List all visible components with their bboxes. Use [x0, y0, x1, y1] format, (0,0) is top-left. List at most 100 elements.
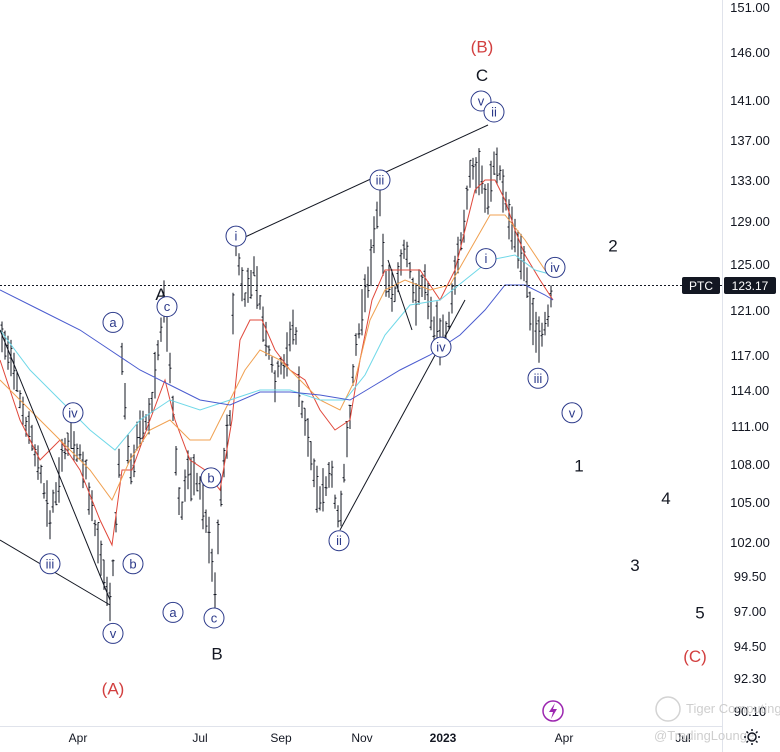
wave-circle [102, 622, 124, 644]
watermark: Tiger Computing @TradingLounge [654, 696, 780, 743]
trendline [387, 259, 413, 331]
wave-circle [39, 553, 61, 575]
wave-circle-label: iv [544, 256, 566, 278]
trendline [0, 329, 111, 601]
y-tick-label: 108.00 [730, 457, 770, 472]
wave-circle [369, 169, 391, 191]
x-tick-label: Sep [270, 731, 292, 745]
wave-circle-text: v [478, 94, 485, 109]
wave-circle-text: ii [336, 533, 342, 548]
y-tick-label: 146.00 [730, 45, 770, 60]
wave-circle [527, 367, 549, 389]
wave-circle-label: a [162, 601, 184, 623]
wave-circle-text: v [110, 626, 117, 641]
x-tick-label: Apr [69, 731, 88, 745]
wave-circle-label: b [122, 553, 144, 575]
wave-circle-text: b [207, 470, 214, 485]
x-tick-label: Nov [351, 731, 372, 745]
wave-circle-text: i [485, 251, 488, 266]
price-tag-symbol: PTC [689, 279, 713, 293]
watermark-author: @TradingLounge [654, 728, 754, 743]
wave-circle-text: b [129, 556, 136, 571]
x-tick-label: Apr [555, 731, 574, 745]
ma-blue-line [0, 284, 554, 406]
wave-circle-text: iii [534, 371, 543, 386]
wave-circle [430, 336, 452, 358]
wave-circle-label: ii [328, 530, 350, 552]
wave-label: 2 [608, 237, 617, 256]
wave-circle-text: i [235, 229, 238, 244]
wave-label: C [476, 66, 488, 85]
y-tick-label: 133.00 [730, 173, 770, 188]
wave-circle-label: v [561, 402, 583, 424]
y-tick-label: 114.00 [731, 383, 770, 398]
wave-label: 1 [574, 456, 583, 475]
wave-circle-label: iv [430, 336, 452, 358]
wave-circle-text: v [569, 405, 576, 420]
wave-circle [544, 256, 566, 278]
wave-circle-label: iii [369, 169, 391, 191]
price-tag-value: 123.17 [732, 279, 769, 293]
wave-label: 3 [630, 556, 639, 575]
wave-circle-label: iv [62, 402, 84, 424]
y-tick-label: 141.00 [730, 93, 770, 108]
tiger-logo-icon [655, 696, 681, 722]
y-tick-label: 111.00 [731, 419, 769, 434]
wave-circle [162, 601, 184, 623]
wave-circle-text: ii [491, 105, 497, 120]
y-tick-label: 97.00 [734, 604, 767, 619]
y-tick-label: 125.00 [730, 257, 770, 272]
y-tick-label: 92.30 [734, 671, 767, 686]
wave-circle-text: iii [46, 556, 55, 571]
y-tick-label: 117.00 [731, 348, 770, 363]
moving-averages [0, 179, 554, 547]
y-tick-label: 90.10 [734, 704, 767, 719]
wave-circle-label: c [203, 607, 225, 629]
lightning-icon[interactable] [542, 700, 564, 722]
wave-circle [200, 467, 222, 489]
wave-circle-label: iii [527, 367, 549, 389]
wave-label: 4 [661, 489, 670, 508]
y-axis[interactable]: 151.00 146.00 141.00 137.00 133.00 129.00 125.… [730, 0, 770, 719]
wave-circle [328, 530, 350, 552]
ma-cyan-line [0, 254, 554, 451]
x-tick-label: Jul [675, 731, 690, 745]
x-tick-label: 2023 [430, 731, 457, 745]
x-axis[interactable]: Apr Jul Sep Nov 2023 Apr Jul [69, 731, 691, 745]
ma-fast-line [0, 179, 554, 547]
y-tick-label: 129.00 [730, 214, 770, 229]
y-tick-label: 121.00 [730, 303, 770, 318]
wave-circle-text: a [169, 605, 177, 620]
wave-label: (C) [683, 647, 707, 666]
ma-orange-line [0, 214, 554, 501]
wave-circle [203, 607, 225, 629]
gear-icon[interactable] [744, 729, 760, 745]
wave-circle-text: c [164, 299, 171, 314]
wave-circle-label: ii [483, 101, 505, 123]
wave-circle [156, 296, 178, 318]
y-tick-label: 94.50 [734, 639, 767, 654]
wave-circle [561, 402, 583, 424]
wave-circle-label: a [102, 311, 124, 333]
wave-label: (A) [102, 680, 125, 699]
wave-circle [102, 311, 124, 333]
y-tick-label: 151.00 [730, 0, 770, 15]
wave-circle [225, 225, 247, 247]
y-tick-label: 102.00 [730, 535, 770, 550]
wave-circle-label: iii [39, 553, 61, 575]
wave-circle-text: c [211, 611, 218, 626]
wave-circle-label: c [156, 296, 178, 318]
price-tag: PTC 123.17 [682, 277, 776, 294]
y-tick-label: 105.00 [730, 495, 770, 510]
wave-label: (B) [471, 38, 494, 57]
trendlines [0, 124, 489, 606]
wave-circle-label: b [200, 467, 222, 489]
wave-circle [475, 248, 497, 270]
wave-label: 5 [695, 603, 704, 622]
trendline [231, 124, 489, 244]
y-tick-label: 99.50 [734, 569, 767, 584]
x-tick-label: Jul [192, 731, 207, 745]
